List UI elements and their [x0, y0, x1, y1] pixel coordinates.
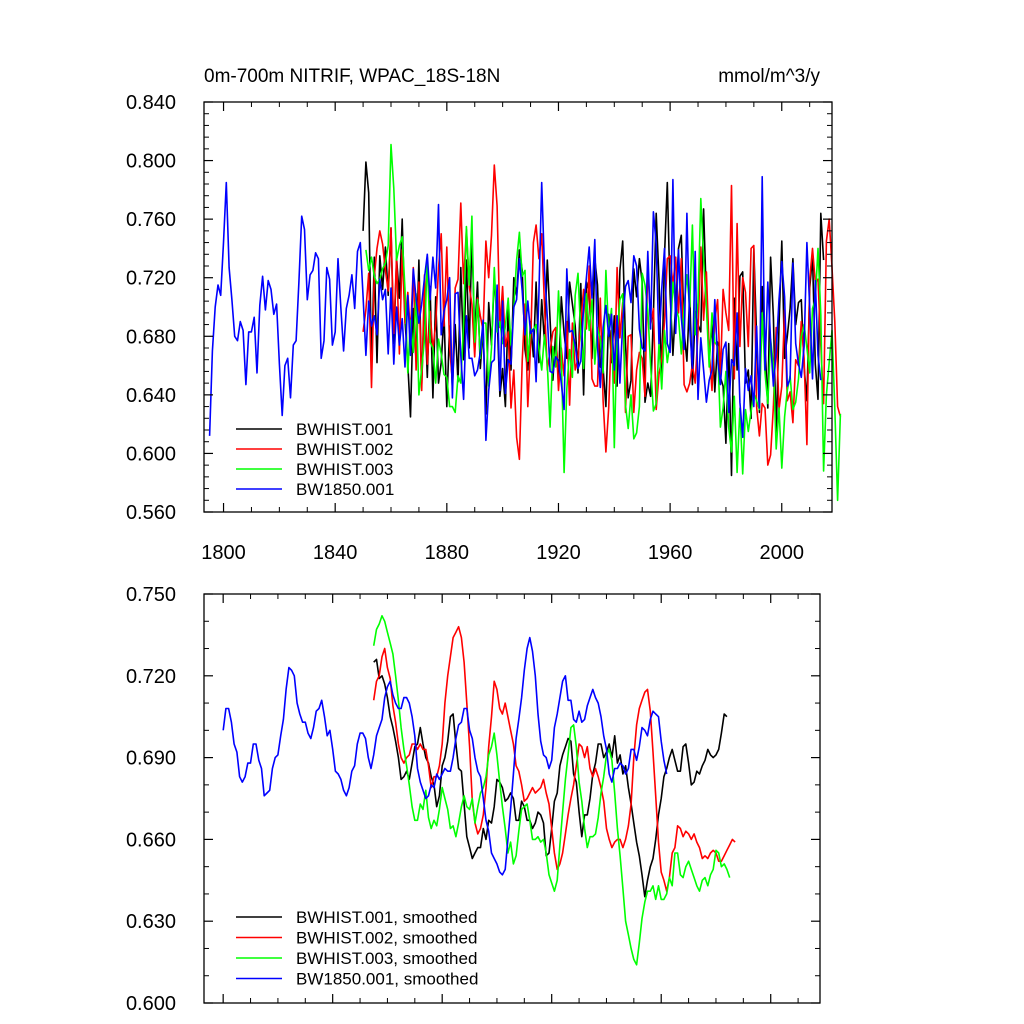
y-tick-label: 0.690	[126, 748, 176, 770]
x-tick-label: 1880	[425, 542, 470, 564]
y-tick-label: 0.750	[126, 584, 176, 606]
legend-label: BW1850.001	[296, 480, 394, 499]
plot-frame	[203, 593, 821, 1004]
x-tick-label: 1960	[648, 542, 693, 564]
legend-label: BWHIST.001, smoothed	[296, 908, 477, 927]
top-panel: 0m-700m NITRIF, WPAC_18S-18N mmol/m^3/y …	[126, 66, 842, 564]
top-panel-units: mmol/m^3/y	[718, 66, 820, 87]
series-line-0-2	[365, 143, 842, 502]
series-line-1-1	[372, 625, 736, 893]
legend-label: BWHIST.001	[296, 420, 393, 439]
top-panel-title: 0m-700m NITRIF, WPAC_18S-18N	[204, 66, 500, 87]
y-tick-label: 0.720	[126, 268, 176, 290]
y-tick-label: 0.680	[126, 326, 176, 348]
x-tick-label: 1800	[201, 542, 246, 564]
x-tick-label: 2000	[760, 542, 805, 564]
legend-label: BW1850.001, smoothed	[296, 970, 478, 989]
y-tick-label: 0.840	[126, 92, 176, 114]
y-tick-label: 0.600	[126, 993, 176, 1015]
y-tick-label: 0.720	[126, 666, 176, 688]
series-line-1-2	[372, 614, 731, 966]
y-tick-label: 0.600	[126, 443, 176, 465]
y-tick-label: 0.640	[126, 385, 176, 407]
y-tick-label: 0.660	[126, 829, 176, 851]
bottom-panel: 0.600 0.630 0.660 0.690 0.720 0.750 BWHIST.001…	[126, 584, 821, 1015]
legend-label: BWHIST.002	[296, 440, 393, 459]
x-tick-label: 1920	[536, 542, 581, 564]
y-tick-label: 0.760	[126, 209, 176, 231]
legend-label: BWHIST.003, smoothed	[296, 949, 477, 968]
plot-frame	[203, 101, 833, 513]
y-tick-label: 0.560	[126, 502, 176, 524]
series-line-1-3	[222, 636, 668, 876]
series-line-0-3	[208, 175, 822, 442]
x-tick-label: 1840	[313, 542, 358, 564]
legend-label: BWHIST.003	[296, 460, 393, 479]
legend-label: BWHIST.002, smoothed	[296, 929, 477, 948]
y-tick-label: 0.630	[126, 911, 176, 933]
y-tick-label: 0.800	[126, 151, 176, 173]
